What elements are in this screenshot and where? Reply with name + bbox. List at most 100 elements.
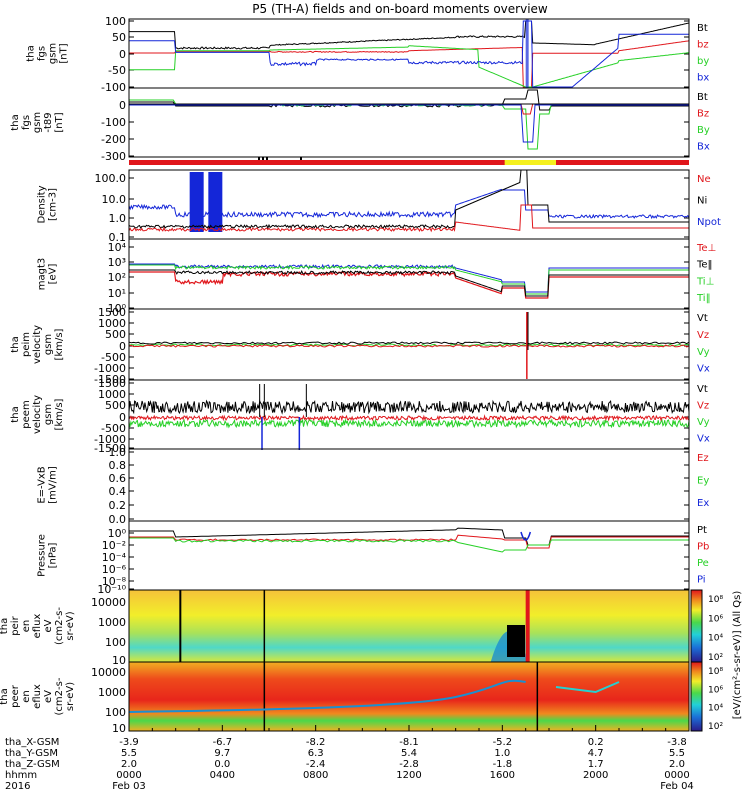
xaxis-value: 9.7 <box>214 748 230 759</box>
xaxis-value: 0800 <box>303 770 328 781</box>
ylabel-line: eflux <box>32 684 43 709</box>
ylabel-line: tha <box>10 114 21 130</box>
legend-bx: bx <box>697 72 709 83</box>
ylabel-line: E=-VxB <box>37 466 48 503</box>
colorbar-tick: 10⁶ <box>708 685 723 695</box>
xaxis-value: 5.5 <box>669 748 685 759</box>
xaxis-value: -3.8 <box>667 737 687 748</box>
ylabel-line: fgs <box>37 46 48 61</box>
legend-Pt: Pt <box>697 525 707 536</box>
xaxis-value: 0.0 <box>214 759 230 770</box>
ylabel-line: peer <box>10 684 21 708</box>
legend-Bt: Bt <box>697 92 708 103</box>
series-Vy <box>128 418 690 429</box>
ytick-label: 10⁻¹⁰ <box>97 583 126 596</box>
ylabel-line: [nT] <box>54 112 65 132</box>
ytick-label: 10⁰ <box>108 527 127 540</box>
ylabel-line: en <box>21 620 32 633</box>
xaxis-value: -8.1 <box>399 737 419 748</box>
legend-Ne: Ne <box>697 174 711 185</box>
xaxis-value: 0.2 <box>588 737 604 748</box>
series-Ti-par <box>129 264 689 295</box>
ylabel-line: Pressure <box>37 534 48 577</box>
ytick-label: 10⁻⁴ <box>102 551 127 564</box>
ytick-label: -500 <box>101 351 126 364</box>
status-tick <box>258 157 260 160</box>
legend-Npot: Npot <box>697 217 721 228</box>
panel-frame <box>128 238 690 310</box>
ylabel-line: gsm <box>48 43 59 64</box>
ytick-label: 10⁻⁶ <box>102 563 127 576</box>
legend-by: by <box>697 56 709 67</box>
panel-frame <box>128 379 690 450</box>
ytick-label: 500 <box>105 399 126 412</box>
legend-Ti⊥: Ti⊥ <box>696 276 714 287</box>
panel-peem: thapeemvelocitygsm[km/s] 150010005000-500… <box>10 377 710 455</box>
panel-frame <box>128 448 690 522</box>
legend-bz: bz <box>697 39 709 50</box>
colorbar-tick: 10⁸ <box>708 667 723 677</box>
xaxis-value: 0000 <box>664 770 689 781</box>
ytick-label: 10.0 <box>102 193 127 206</box>
legend-Ey: Ey <box>697 476 709 487</box>
xaxis-row-label: 2016 <box>5 781 30 792</box>
ylabel-line: [km/s] <box>54 398 65 430</box>
panel-peim: thapeimvelocitygsm[km/s] 150010005000-500… <box>10 306 710 386</box>
ytick-label: 10² <box>108 271 126 284</box>
series-Te-perp <box>129 270 689 299</box>
legend-Vz: Vz <box>697 330 709 341</box>
panel-peer: thapeerenefluxeV(cm2-s-sr-eV) 10000 1000 10… <box>0 661 723 735</box>
legend-Vx: Vx <box>697 433 710 444</box>
xaxis-value: 1200 <box>396 770 421 781</box>
xaxis-value: -6.7 <box>213 737 233 748</box>
ytick-label: 1.0 <box>109 212 127 225</box>
ytick-label: 1500 <box>98 377 126 390</box>
series-Vz <box>128 344 690 348</box>
ytick-label: 50 <box>112 31 126 44</box>
xaxis-value: -5.2 <box>493 737 513 748</box>
ytick-label: 10¹ <box>108 287 126 300</box>
legend-Ez: Ez <box>697 453 709 464</box>
spectrogram-peir <box>129 590 689 662</box>
xaxis-value: 6.3 <box>308 748 324 759</box>
xaxis-value: 2000 <box>583 770 608 781</box>
legend-Te‖: Te‖ <box>696 260 713 271</box>
ytick-label: 0.2 <box>109 499 127 512</box>
legend-Pe: Pe <box>697 558 709 569</box>
ytick-label: -500 <box>101 422 126 435</box>
xaxis-row-label: hhmm <box>5 770 37 781</box>
series-By <box>129 99 689 150</box>
ytick-label: 0 <box>119 340 126 353</box>
ylabel-line: velocity <box>32 395 43 434</box>
ylabel-temp: magt3[eV] <box>37 258 59 291</box>
status-bar <box>129 160 689 165</box>
spectrogram-peer <box>129 662 689 731</box>
ylabel-pressure: Pressure[nPa] <box>37 534 59 577</box>
series-Pi <box>520 531 532 541</box>
ylabel-peim: thapeimvelocitygsm[km/s] <box>10 325 65 364</box>
panel-frame <box>128 87 690 158</box>
legend-Vz: Vz <box>697 400 709 411</box>
ytick-label: 0.0 <box>109 513 127 526</box>
colorbar-tick: 10² <box>708 653 723 663</box>
ytick-label: -1500 <box>94 373 126 386</box>
ytick-label: 1000 <box>98 686 126 699</box>
ylabel-line: (cm2-s- <box>54 677 65 715</box>
colorbar-tick: 10⁶ <box>708 614 723 624</box>
ylabel-line: [cm-3] <box>48 188 59 221</box>
series-bx <box>129 20 689 88</box>
ylabel-peem: thapeemvelocitygsm[km/s] <box>10 395 65 434</box>
xaxis-value: -8.2 <box>306 737 326 748</box>
ylabel-line: eV <box>43 690 54 703</box>
ylabel-line: [mV/m] <box>48 466 59 504</box>
legend-Ex: Ex <box>697 498 709 509</box>
xaxis-value: 1.0 <box>494 748 510 759</box>
ytick-label: -200 <box>101 133 126 146</box>
legend-Vt: Vt <box>697 313 708 324</box>
legend-Pb: Pb <box>697 541 709 552</box>
npot-burst <box>189 172 204 232</box>
ytick-label: -300 <box>101 150 126 163</box>
ylabel-line: tha <box>0 688 10 704</box>
